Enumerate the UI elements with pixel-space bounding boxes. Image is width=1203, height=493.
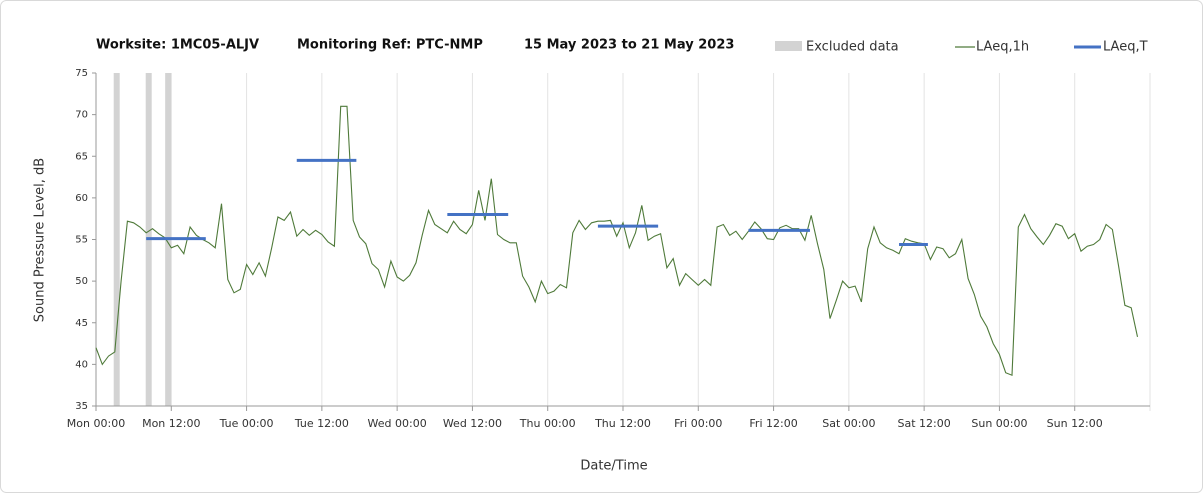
x-tick-label: Wed 00:00 (368, 417, 427, 430)
x-tick-label: Mon 12:00 (142, 417, 200, 430)
y-tick-label: 45 (75, 318, 88, 329)
legend-label: Excluded data (806, 40, 899, 55)
chart-title: 15 May 2023 to 21 May 2023 (524, 38, 734, 53)
excluded-band (113, 73, 120, 406)
chart-title: Monitoring Ref: PTC-NMP (297, 38, 483, 53)
x-tick-label: Thu 12:00 (594, 417, 651, 430)
x-axis-label: Date/Time (580, 459, 647, 474)
x-tick-label: Mon 00:00 (67, 417, 125, 430)
y-tick-label: 65 (75, 151, 88, 162)
x-tick-label: Tue 00:00 (219, 417, 274, 430)
y-axis-label: Sound Pressure Level, dB (33, 158, 48, 322)
y-tick-label: 55 (75, 235, 88, 246)
y-tick-label: 70 (75, 110, 88, 121)
x-tick-label: Thu 00:00 (519, 417, 576, 430)
y-tick-label: 50 (75, 276, 88, 287)
x-tick-label: Fri 12:00 (749, 417, 797, 430)
x-tick-label: Sun 00:00 (971, 417, 1027, 430)
y-tick-label: 35 (75, 401, 88, 412)
x-tick-label: Tue 12:00 (294, 417, 349, 430)
data-line (95, 105, 1139, 376)
x-tick-label: Wed 12:00 (443, 417, 502, 430)
x-tick-label: Fri 00:00 (674, 417, 722, 430)
chart-title: Worksite: 1MC05-ALJV (96, 38, 259, 53)
legend-label: LAeq,1h (976, 40, 1029, 55)
x-tick-label: Sat 12:00 (898, 417, 951, 430)
legend-swatch (775, 41, 802, 51)
y-tick-label: 60 (75, 193, 88, 204)
y-tick-label: 75 (75, 68, 88, 79)
legend-label: LAeq,T (1103, 40, 1148, 55)
y-tick-label: 40 (75, 359, 88, 370)
x-tick-label: Sun 12:00 (1047, 417, 1103, 430)
x-tick-label: Sat 00:00 (822, 417, 875, 430)
